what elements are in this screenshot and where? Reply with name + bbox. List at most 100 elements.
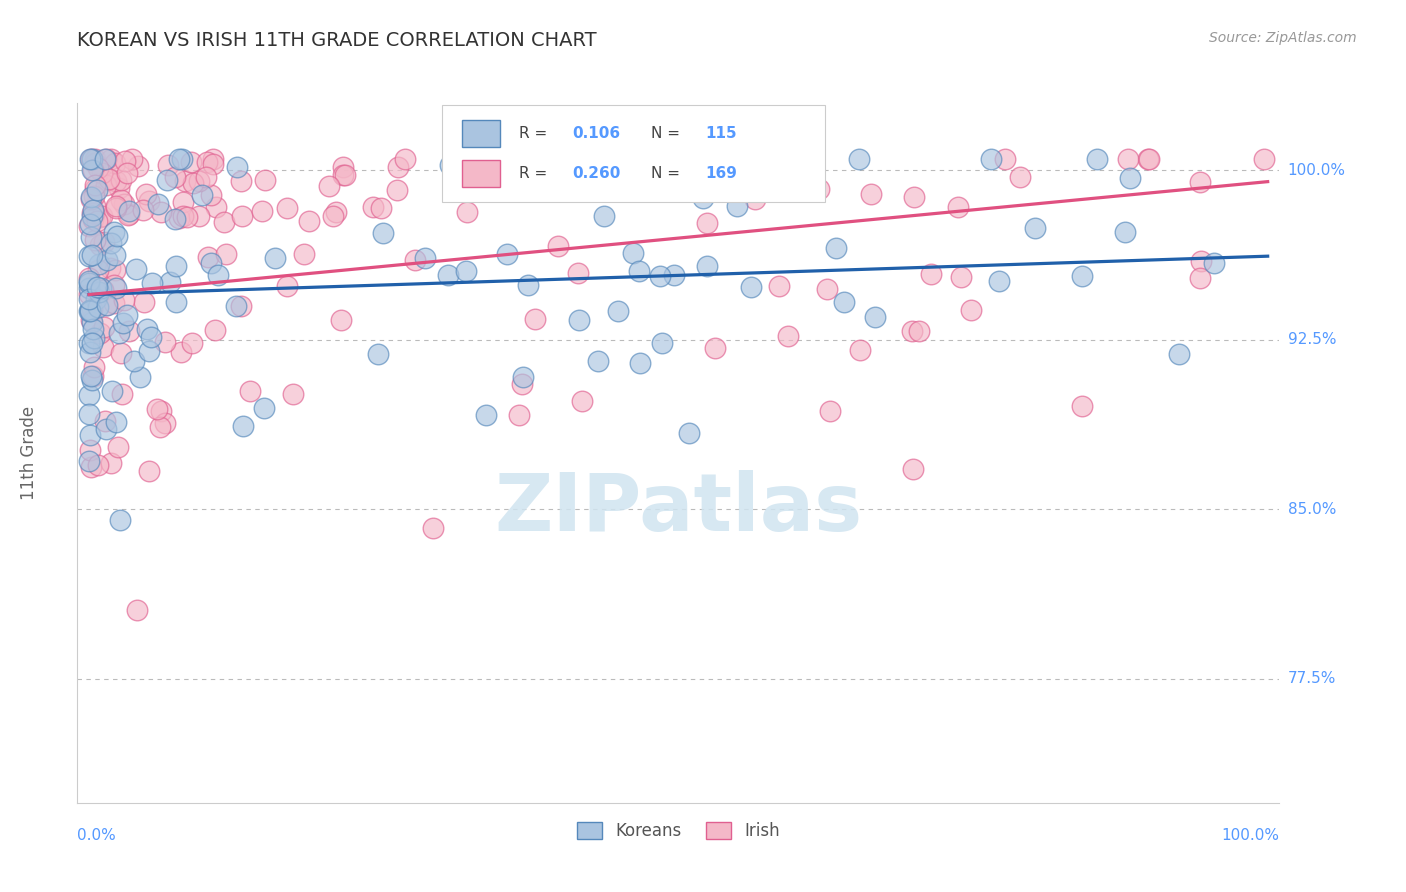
Point [107, 440, 129, 454]
Point [96, 298, 118, 312]
Point [225, 299, 247, 313]
Point [141, 277, 163, 291]
Point [79, 217, 101, 231]
Point [394, 152, 416, 166]
Point [80, 162, 103, 177]
Point [180, 335, 202, 350]
Point [283, 386, 305, 401]
Point [229, 299, 252, 313]
Point [1010, 170, 1032, 185]
Point [148, 196, 170, 211]
Point [768, 278, 790, 293]
Point [77, 335, 100, 350]
Point [276, 201, 298, 215]
Point [80, 301, 103, 316]
Point [1168, 347, 1191, 361]
Point [138, 194, 160, 208]
Point [202, 152, 225, 166]
Point [121, 152, 143, 166]
Point [83, 359, 105, 374]
Point [901, 461, 924, 475]
Point [94, 178, 117, 193]
Text: 85.0%: 85.0% [1288, 501, 1336, 516]
Point [586, 354, 609, 368]
Point [83, 152, 105, 166]
Point [87, 300, 110, 314]
Point [322, 209, 344, 223]
Point [80, 248, 103, 262]
Point [122, 353, 145, 368]
Point [79, 302, 101, 317]
Point [136, 322, 159, 336]
Point [96, 252, 118, 267]
Point [79, 443, 101, 458]
Text: 100.0%: 100.0% [1222, 828, 1279, 843]
Point [333, 168, 356, 182]
Point [848, 152, 870, 166]
Point [118, 207, 141, 221]
Point [180, 155, 202, 169]
Point [197, 250, 219, 264]
Point [621, 245, 644, 260]
Point [96, 173, 118, 187]
Point [404, 253, 426, 268]
Point [118, 324, 141, 338]
Point [104, 281, 127, 295]
Point [725, 199, 748, 213]
Point [172, 209, 194, 223]
Point [107, 180, 129, 194]
Point [84, 233, 107, 247]
Point [90, 281, 112, 295]
Point [155, 334, 177, 349]
Point [79, 453, 101, 467]
Point [87, 161, 110, 175]
Point [385, 183, 408, 197]
Point [568, 313, 591, 327]
Point [808, 182, 831, 196]
Point [547, 239, 569, 253]
Point [79, 303, 101, 318]
Point [263, 251, 285, 265]
Point [187, 174, 209, 188]
Point [104, 263, 127, 277]
Point [1071, 268, 1094, 283]
Point [815, 282, 838, 296]
Text: R =: R = [519, 126, 551, 141]
Point [987, 274, 1010, 288]
Point [110, 513, 132, 527]
Point [1071, 400, 1094, 414]
Point [138, 464, 160, 478]
Point [83, 188, 105, 202]
Point [77, 292, 100, 306]
Point [662, 268, 685, 283]
Point [253, 401, 276, 415]
Point [80, 152, 103, 166]
Point [77, 304, 100, 318]
Point [1116, 152, 1139, 166]
Point [79, 192, 101, 206]
Point [89, 238, 111, 252]
Text: 0.106: 0.106 [572, 126, 620, 141]
Point [1189, 175, 1212, 189]
Point [84, 178, 107, 193]
Point [98, 260, 121, 275]
Point [110, 346, 132, 360]
Point [191, 187, 214, 202]
Text: 115: 115 [704, 126, 737, 141]
Point [132, 294, 155, 309]
Point [112, 197, 135, 211]
Point [292, 247, 315, 261]
Point [214, 215, 236, 229]
Point [298, 214, 321, 228]
Point [149, 404, 172, 418]
Point [544, 152, 567, 166]
Text: 0.0%: 0.0% [77, 828, 117, 843]
Point [87, 458, 110, 473]
Point [80, 152, 103, 166]
Point [960, 302, 983, 317]
Point [744, 192, 766, 206]
Point [112, 293, 135, 307]
Point [993, 152, 1015, 166]
Point [89, 257, 111, 271]
Point [367, 347, 389, 361]
